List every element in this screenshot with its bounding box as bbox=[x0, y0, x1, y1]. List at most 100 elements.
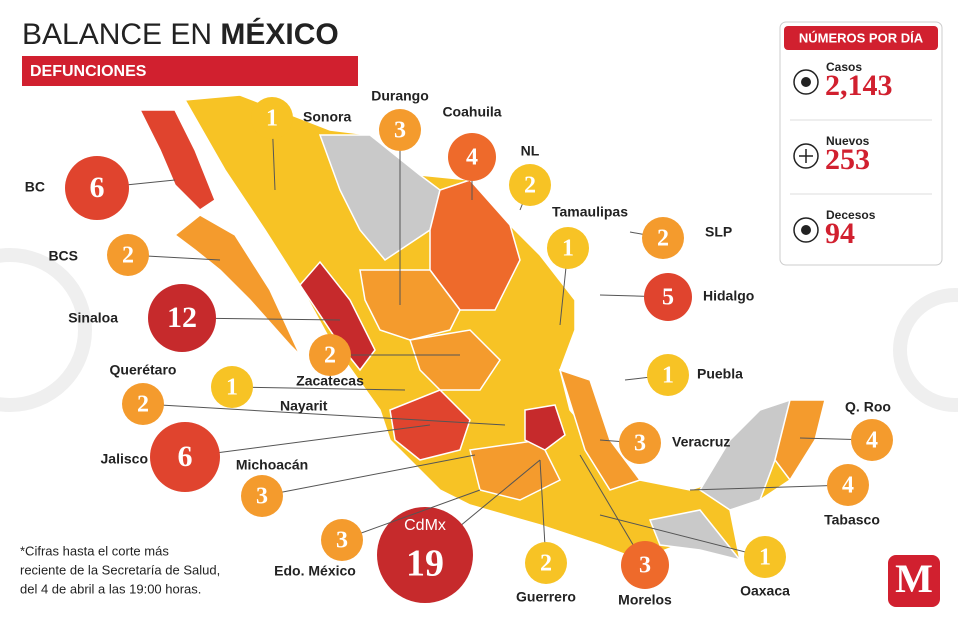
state-name: NL bbox=[521, 143, 540, 159]
daily-label: Casos bbox=[826, 60, 862, 74]
state-bubble bbox=[150, 422, 220, 492]
daily-label: Decesos bbox=[826, 208, 876, 222]
state-bubble bbox=[744, 536, 786, 578]
background-decoration bbox=[0, 248, 958, 412]
subtitle: DEFUNCIONES bbox=[30, 63, 147, 80]
state-bubble bbox=[379, 109, 421, 151]
state-name: Zacatecas bbox=[296, 373, 364, 389]
leader-line bbox=[261, 454, 476, 497]
state-bubble bbox=[107, 234, 149, 276]
leader-line bbox=[599, 514, 766, 558]
state-deaths: 3 bbox=[256, 484, 268, 510]
state-deaths: 1 bbox=[266, 106, 278, 132]
state-bubble bbox=[644, 273, 692, 321]
state-name: Edo. México bbox=[274, 563, 356, 579]
note-line: *Cifras hasta el corte más bbox=[20, 543, 169, 558]
state-name: Guerrero bbox=[516, 589, 576, 605]
leader-line bbox=[231, 386, 406, 391]
state-name: Q. Roo bbox=[845, 399, 891, 415]
state-bubble bbox=[377, 507, 473, 603]
state-name: Puebla bbox=[697, 366, 743, 382]
state-deaths: 5 bbox=[662, 285, 674, 311]
state-name: Tabasco bbox=[824, 512, 880, 528]
state-deaths: 2 bbox=[540, 551, 552, 577]
leader-line bbox=[341, 489, 481, 541]
state-deaths: 6 bbox=[90, 171, 105, 204]
state-name: Sinaloa bbox=[68, 310, 118, 326]
state-bubble bbox=[851, 419, 893, 461]
leader-line bbox=[184, 424, 431, 458]
state-name: Querétaro bbox=[110, 362, 177, 378]
daily-value: 94 bbox=[825, 217, 855, 250]
state-deaths: 2 bbox=[137, 392, 149, 418]
state-name: Michoacán bbox=[236, 457, 308, 473]
logo bbox=[888, 555, 940, 607]
state-name: BC bbox=[25, 179, 45, 195]
daily-label: Nuevos bbox=[826, 134, 870, 148]
map bbox=[138, 94, 826, 562]
state-deaths: 4 bbox=[842, 473, 854, 499]
state-deaths: 2 bbox=[657, 226, 669, 252]
title: BALANCE EN MÉXICO bbox=[22, 17, 339, 51]
state-deaths: 2 bbox=[324, 343, 336, 369]
title-bold: MÉXICO bbox=[220, 17, 338, 51]
daily-panel bbox=[779, 21, 943, 266]
state-deaths: 6 bbox=[178, 440, 193, 473]
state-bubble bbox=[251, 97, 293, 139]
state-deaths: 2 bbox=[524, 173, 536, 199]
state-name: Sonora bbox=[303, 109, 351, 125]
state-name: Hidalgo bbox=[703, 288, 754, 304]
state-bubbles: 1 Sonora 3 Durango 4 Coahuila 2 NL 1 Tamaulipas 2 S… bbox=[25, 88, 893, 608]
state-deaths: 3 bbox=[394, 118, 406, 144]
footnote: *Cifras hasta el corte más reciente de l… bbox=[20, 543, 220, 596]
state-bubble bbox=[642, 217, 684, 259]
state-bubble bbox=[509, 164, 551, 206]
state-bubble bbox=[321, 519, 363, 561]
subtitle-bar bbox=[22, 56, 358, 86]
state-deaths: 4 bbox=[866, 428, 878, 454]
state-deaths: 1 bbox=[226, 375, 238, 401]
daily-icon bbox=[801, 77, 811, 87]
logo-text: M bbox=[895, 556, 933, 601]
state-name: Oaxaca bbox=[740, 583, 790, 599]
daily-icon bbox=[799, 149, 813, 163]
state-bubble bbox=[619, 422, 661, 464]
state-deaths: 19 bbox=[406, 543, 444, 585]
state-bubble bbox=[525, 542, 567, 584]
daily-icon bbox=[793, 69, 819, 95]
state-name: BCS bbox=[48, 248, 78, 264]
state-bubble bbox=[547, 227, 589, 269]
daily-value: 253 bbox=[825, 143, 870, 176]
leader-line bbox=[142, 403, 506, 426]
state-bubble bbox=[448, 133, 496, 181]
state-bubble bbox=[309, 334, 351, 376]
daily-icon bbox=[793, 143, 819, 169]
state-name: CdMx bbox=[404, 517, 446, 534]
state-deaths: 1 bbox=[562, 236, 574, 262]
daily-value: 2,143 bbox=[825, 69, 893, 102]
state-name: Veracruz bbox=[672, 434, 730, 450]
state-bubble bbox=[148, 284, 216, 352]
state-bubble bbox=[122, 383, 164, 425]
state-name: SLP bbox=[705, 224, 732, 240]
leader-line bbox=[689, 484, 849, 491]
state-bubble bbox=[65, 156, 129, 220]
daily-icon bbox=[801, 225, 811, 235]
daily-header bbox=[784, 26, 938, 50]
note-line: del 4 de abril a las 19:00 horas. bbox=[20, 581, 201, 596]
state-bubble bbox=[241, 475, 283, 517]
state-deaths: 3 bbox=[639, 553, 651, 579]
state-name: Morelos bbox=[618, 592, 672, 608]
state-name: Tamaulipas bbox=[552, 204, 628, 220]
state-deaths: 2 bbox=[122, 243, 134, 269]
state-deaths: 3 bbox=[336, 528, 348, 554]
title-regular: BALANCE EN bbox=[22, 18, 212, 51]
state-bubble bbox=[621, 541, 669, 589]
state-bubble bbox=[827, 464, 869, 506]
state-deaths: 3 bbox=[634, 431, 646, 457]
state-deaths: 4 bbox=[466, 145, 478, 171]
state-deaths: 12 bbox=[167, 301, 197, 334]
